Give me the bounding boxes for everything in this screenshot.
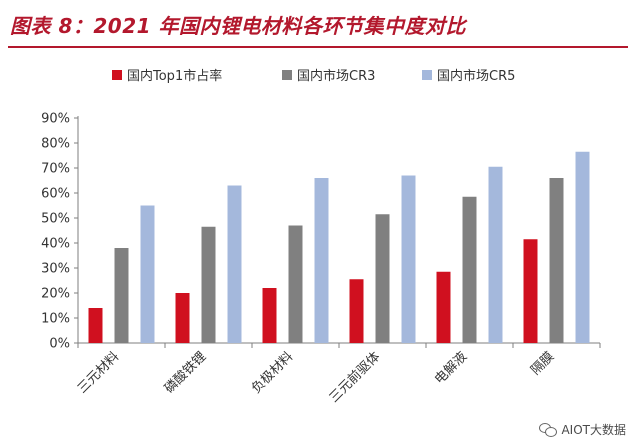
y-tick-label-6: 60% [41,187,70,202]
bar-4-3 [401,175,416,343]
bar-4-2 [375,214,390,343]
bar-3-1 [262,288,277,343]
bar-series [88,151,590,343]
y-axis: 0% 10% 20% 30% 40% 50% 60% 70% 80% 90% [41,112,79,352]
y-tick-label-4: 40% [41,237,70,252]
x-category-label-5: 电解液 [432,349,470,387]
y-tick-label-0: 0% [49,337,70,352]
legend-label-2: 国内市场CR3 [297,68,375,84]
bar-1-3 [140,205,155,343]
x-category-label-3: 负极材料 [249,349,296,396]
title-divider [8,46,628,48]
legend-swatch-2 [282,70,292,80]
x-category-label-4: 三元前驱体 [326,349,383,406]
y-tick-label-7: 70% [41,162,70,177]
bar-6-3 [575,151,590,343]
y-tick-label-1: 10% [41,312,70,327]
bar-4-1 [349,279,364,343]
bar-5-1 [436,271,451,343]
chart-title: 图表 8：2021 年国内锂电材料各环节集中度对比 [10,14,467,38]
bar-6-2 [549,178,564,343]
y-tick-label-9: 90% [41,112,70,127]
x-category-label-1: 三元材料 [75,349,122,396]
bar-5-2 [462,196,477,343]
bar-3-3 [314,178,329,343]
watermark: AIOT大数据 [539,421,626,438]
wechat-icon [539,422,558,437]
x-category-label-6: 隔膜 [528,349,557,378]
y-tick-label-3: 30% [41,262,70,277]
y-tick-label-5: 50% [41,212,70,227]
bar-1-2 [114,248,129,343]
chart-legend: 国内Top1市占率 国内市场CR3 国内市场CR5 [112,68,515,84]
bar-2-2 [201,226,216,343]
legend-swatch-3 [422,70,432,80]
bar-1-1 [88,308,103,343]
bar-6-1 [523,239,538,343]
legend-label-3: 国内市场CR5 [437,68,515,84]
bar-5-3 [488,166,503,343]
x-category-label-2: 磷酸铁锂 [162,349,209,396]
legend-label-1: 国内Top1市占率 [127,68,222,84]
y-tick-label-2: 20% [41,287,70,302]
legend-swatch-1 [112,70,122,80]
y-tick-label-8: 80% [41,137,70,152]
bar-3-2 [288,225,303,343]
watermark-text: AIOT大数据 [561,423,626,437]
bar-2-1 [175,293,190,343]
bar-2-3 [227,185,242,343]
x-axis: 三元材料 磷酸铁锂 负极材料 三元前驱体 电解液 隔膜 [75,342,601,406]
